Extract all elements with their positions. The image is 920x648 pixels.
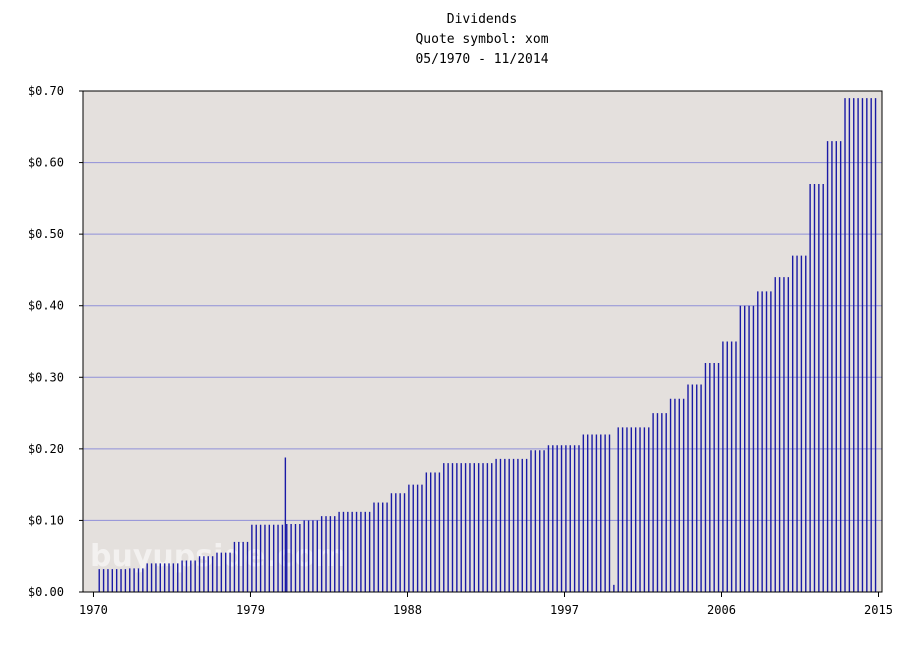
y-tick-label: $0.50: [28, 227, 64, 241]
y-tick-label: $0.40: [28, 299, 64, 313]
watermark: buyupside.com: [90, 539, 346, 574]
x-tick-label: 2006: [707, 603, 736, 617]
x-axis: 1970 1979 1988 1997 2006 2015: [79, 592, 893, 617]
y-axis: $0.00 $0.10 $0.20 $0.30 $0.40 $0.50 $0.60 $0.70: [28, 84, 83, 599]
y-tick-label: $0.30: [28, 370, 64, 384]
x-tick-label: 1988: [393, 603, 422, 617]
chart-subtitle: Quote symbol: xom: [415, 32, 549, 47]
y-tick-label: $0.00: [28, 585, 64, 599]
chart-date-range: 05/1970 - 11/2014: [415, 52, 549, 67]
y-tick-label: $0.60: [28, 156, 64, 170]
y-tick-label: $0.70: [28, 84, 64, 98]
chart-title: Dividends: [446, 12, 518, 27]
x-tick-label: 1979: [236, 603, 265, 617]
x-tick-label: 1997: [550, 603, 579, 617]
x-tick-label: 1970: [79, 603, 108, 617]
chart-titles: Dividends Quote symbol: xom 05/1970 - 11…: [0, 10, 920, 70]
y-tick-label: $0.10: [28, 513, 64, 527]
plot-border: [82, 90, 883, 593]
y-tick-label: $0.20: [28, 442, 64, 456]
x-tick-label: 2015: [864, 603, 893, 617]
bars: [98, 98, 877, 592]
